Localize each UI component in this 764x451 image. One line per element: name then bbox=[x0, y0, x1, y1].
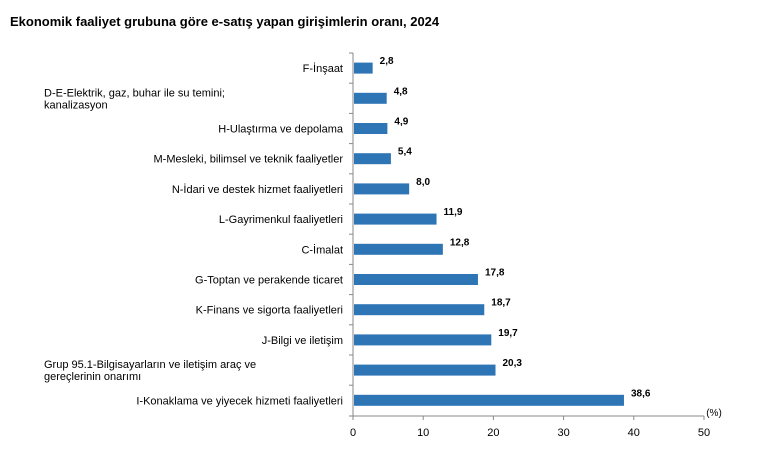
value-label: 8,0 bbox=[416, 177, 430, 188]
value-label: 38,6 bbox=[631, 388, 651, 399]
x-tick-label: 40 bbox=[628, 427, 640, 439]
category-label: D-E-Elektrik, gaz, buhar ile su temini; k… bbox=[44, 87, 225, 111]
category-label: H-Ulaştırma ve depolama bbox=[218, 124, 344, 136]
value-label: 18,7 bbox=[491, 298, 511, 309]
value-label: 17,8 bbox=[485, 268, 505, 279]
category-label: J-Bilgi ve iletişim bbox=[262, 335, 343, 347]
value-label: 5,4 bbox=[398, 147, 412, 158]
category-label: Grup 95.1-Bilgisayarların ve iletişim ar… bbox=[44, 359, 256, 383]
chart-title: Ekonomik faaliyet grubuna göre e-satış y… bbox=[10, 14, 440, 29]
bar bbox=[354, 92, 387, 104]
value-label: 4,8 bbox=[394, 86, 408, 97]
bar bbox=[354, 274, 478, 285]
bar bbox=[354, 394, 624, 406]
bar bbox=[354, 334, 492, 346]
category-label: K-Finans ve sigorta faaliyetleri bbox=[196, 305, 343, 317]
category-label: C-İmalat bbox=[301, 243, 343, 256]
bar bbox=[354, 304, 485, 316]
bar bbox=[354, 213, 437, 225]
value-label: 12,8 bbox=[450, 237, 470, 248]
bar bbox=[354, 364, 496, 376]
category-label: F-İnşaat bbox=[303, 62, 343, 75]
category-label: N-İdari ve destek hizmet faaliyetleri bbox=[172, 183, 343, 196]
category-label: I-Konaklama ve yiyecek hizmeti faaliyetl… bbox=[136, 395, 343, 407]
category-label: L-Gayrimenkul faaliyetleri bbox=[219, 214, 343, 226]
value-label: 2,8 bbox=[380, 56, 394, 67]
x-tick-label: 0 bbox=[350, 427, 356, 439]
bar bbox=[354, 153, 391, 165]
value-label: 11,9 bbox=[444, 207, 463, 218]
value-label: 20,3 bbox=[503, 358, 523, 369]
bar bbox=[354, 243, 443, 255]
value-label: 4,9 bbox=[394, 117, 408, 128]
x-axis-unit-label: (%) bbox=[706, 408, 722, 419]
x-tick-label: 30 bbox=[557, 427, 569, 439]
bar bbox=[354, 183, 410, 195]
bar bbox=[354, 62, 373, 74]
x-tick-label: 50 bbox=[698, 427, 710, 439]
category-label: M-Mesleki, bilimsel ve teknik faaliyetle… bbox=[154, 154, 344, 166]
x-tick-label: 10 bbox=[417, 427, 429, 439]
bar bbox=[354, 123, 388, 134]
category-label: G-Toptan ve perakende ticaret bbox=[195, 275, 343, 287]
x-tick-label: 20 bbox=[487, 427, 499, 439]
value-label: 19,7 bbox=[498, 328, 518, 339]
